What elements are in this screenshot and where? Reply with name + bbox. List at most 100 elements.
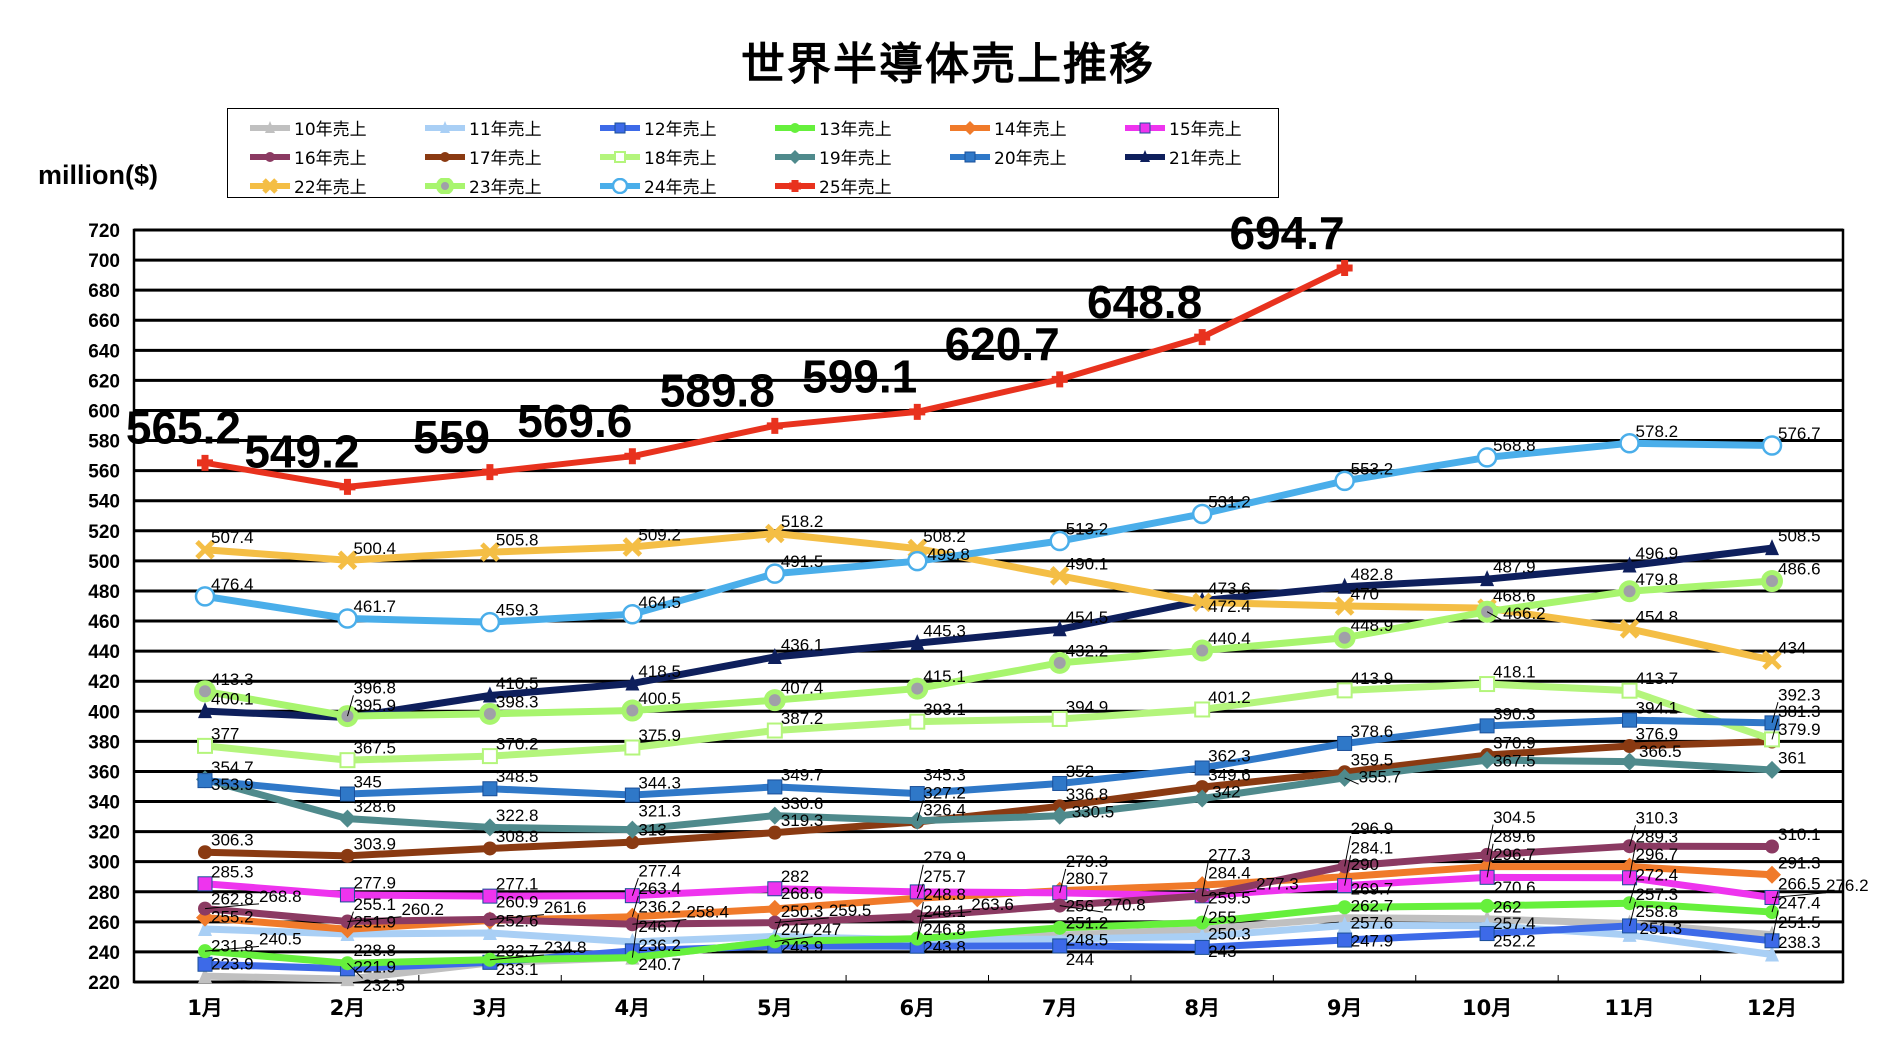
data-label: 589.8 <box>660 365 775 417</box>
data-point <box>1195 927 1210 944</box>
series-line <box>204 899 1773 967</box>
y-tick-label: 320 <box>88 823 120 844</box>
series-18年売上 <box>197 676 1780 769</box>
data-point <box>1765 539 1779 556</box>
data-point <box>440 151 450 162</box>
series-line <box>204 544 1773 721</box>
data-label: 277.1 <box>496 875 539 894</box>
legend-label: 12年売上 <box>644 120 717 140</box>
y-tick-label: 660 <box>88 311 120 332</box>
data-label: 486.6 <box>1778 560 1821 579</box>
data-point <box>265 151 275 162</box>
leader-line <box>1629 844 1637 878</box>
leader-line <box>1059 905 1104 913</box>
legend-swatch-icon <box>1125 122 1165 133</box>
data-point <box>1337 900 1352 915</box>
data-label: 248.5 <box>1066 930 1109 949</box>
data-label: 256 <box>1066 897 1094 916</box>
leader-line <box>774 917 829 924</box>
data-point-center <box>768 694 781 707</box>
data-label: 377 <box>211 724 239 743</box>
y-tick-label: 340 <box>88 793 120 814</box>
data-label: 490.1 <box>1066 554 1109 573</box>
data-point <box>1052 799 1067 814</box>
data-point <box>614 150 626 163</box>
data-point <box>1192 592 1212 613</box>
data-point <box>339 887 355 903</box>
data-label: 243 <box>1208 942 1236 961</box>
y-tick-label: 700 <box>88 251 120 272</box>
data-label: 349.7 <box>781 765 824 784</box>
legend-label: 22年売上 <box>294 178 367 198</box>
data-label: 233.1 <box>496 960 539 979</box>
data-label: 310.1 <box>1778 825 1821 844</box>
data-point <box>482 888 498 904</box>
leader-line <box>1771 910 1779 941</box>
data-label: 568.8 <box>1493 436 1536 455</box>
leader-line <box>204 945 260 952</box>
series-line <box>204 716 1773 799</box>
data-label: 390.3 <box>1493 704 1536 723</box>
data-point <box>1480 570 1495 587</box>
data-label: 464.5 <box>638 593 681 612</box>
series-line <box>204 873 1773 901</box>
y-tick-label: 600 <box>88 401 120 422</box>
data-point <box>1049 530 1070 552</box>
data-label: 370.9 <box>1493 734 1536 753</box>
data-label: 251.2 <box>1066 914 1109 933</box>
data-label: 262.7 <box>1351 896 1394 915</box>
legend-swatch-icon <box>425 151 465 162</box>
leader-line <box>1629 901 1637 927</box>
data-point <box>479 611 501 633</box>
data-label: 259.5 <box>829 901 872 920</box>
leader-line <box>204 903 260 910</box>
data-label: 322.8 <box>496 806 539 825</box>
data-point <box>767 647 782 664</box>
data-point <box>1195 780 1210 795</box>
data-label: 280.7 <box>1066 869 1109 888</box>
data-point <box>910 634 925 651</box>
data-label: 290 <box>1351 855 1379 874</box>
series-25年売上 <box>197 260 1353 495</box>
data-label: 251.3 <box>1640 919 1683 938</box>
series-line <box>204 680 1774 764</box>
legend-item: 20年売上 <box>948 142 1123 171</box>
data-point <box>481 464 498 481</box>
data-point <box>197 956 213 972</box>
y-tick-label: 720 <box>88 221 120 242</box>
data-label: 262.8 <box>211 890 254 909</box>
data-label: 379.9 <box>1778 720 1821 739</box>
leader-line <box>1486 843 1494 878</box>
data-label: 476.4 <box>211 575 254 594</box>
data-point <box>1619 619 1640 639</box>
data-label: 243.8 <box>923 937 966 956</box>
x-tick-label: 7月 <box>1042 996 1078 1020</box>
legend-label: 10年売上 <box>294 120 367 140</box>
data-point <box>1337 577 1352 594</box>
data-label: 344.3 <box>638 774 681 793</box>
data-point <box>1050 806 1069 825</box>
data-label: 648.8 <box>1087 276 1202 328</box>
data-label: 277.3 <box>1208 846 1251 865</box>
data-point <box>764 563 786 584</box>
data-labels: 565.2 549.2 559 569.6 589.8 599.1 620.7 648.8 69… <box>126 207 1869 995</box>
y-tick-label: 300 <box>88 853 120 874</box>
y-tick-label: 500 <box>88 552 120 573</box>
series-line <box>204 842 1773 928</box>
data-point <box>1622 739 1637 754</box>
data-label: 413.9 <box>1351 669 1394 688</box>
y-tick-label: 620 <box>88 371 120 392</box>
data-label: 381.3 <box>1778 702 1821 721</box>
legend-swatch-icon <box>950 120 990 135</box>
data-point <box>1480 898 1495 913</box>
data-label: 387.2 <box>781 709 824 728</box>
data-point <box>765 806 784 825</box>
data-point-center <box>199 685 211 698</box>
leader-line <box>1629 882 1637 904</box>
data-label: 508.2 <box>923 527 966 546</box>
data-point <box>340 848 355 863</box>
data-label: 289.6 <box>1493 827 1536 846</box>
data-label: 223.9 <box>211 955 254 974</box>
data-point <box>482 686 497 703</box>
data-label: 400.5 <box>638 689 681 708</box>
